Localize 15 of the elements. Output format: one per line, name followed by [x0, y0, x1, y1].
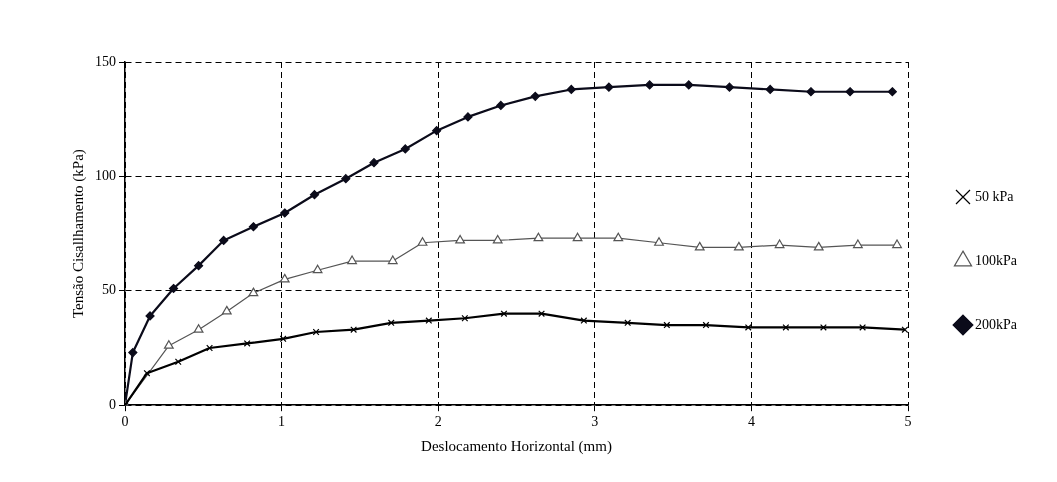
x-axis-title: Deslocamento Horizontal (mm)	[421, 437, 612, 455]
x-tick-label: 0	[121, 414, 129, 430]
x-tick-label: 2	[434, 414, 442, 430]
x-tick-label: 5	[904, 414, 912, 430]
legend-label: 200kPa	[975, 316, 1018, 332]
y-tick-label: 100	[95, 168, 116, 184]
legend-label: 50 kPa	[975, 188, 1015, 204]
x-tick-label: 4	[747, 414, 755, 430]
x-tick-label: 1	[278, 414, 286, 430]
y-tick-label: 50	[102, 282, 116, 298]
y-tick-label: 150	[95, 53, 116, 69]
x-tick-label: 3	[591, 414, 599, 430]
y-axis-title: Tensão Cisallhamento (kPa)	[69, 149, 87, 319]
legend-label: 100kPa	[975, 252, 1018, 268]
y-tick-label: 0	[109, 396, 116, 412]
